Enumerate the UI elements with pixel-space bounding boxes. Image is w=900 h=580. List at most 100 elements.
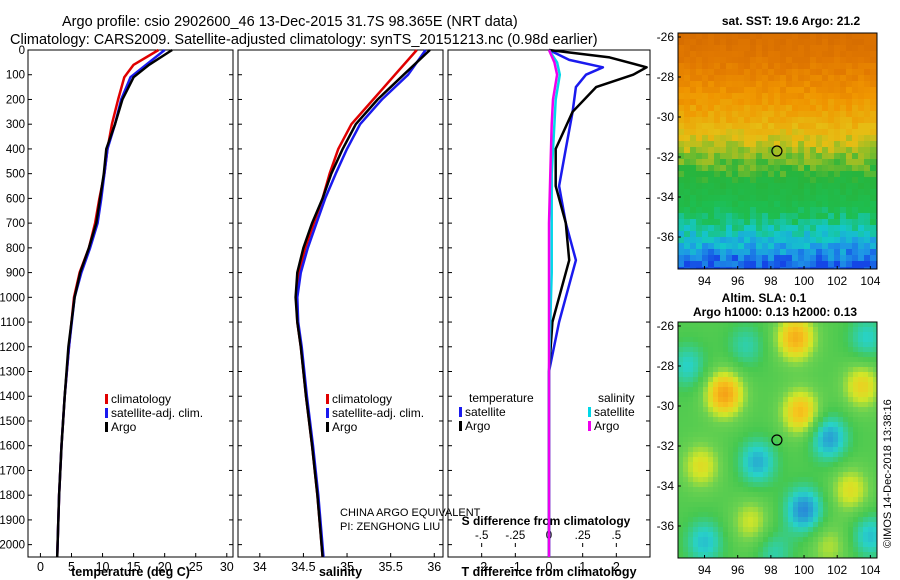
map-cell [788,542,794,548]
map-cell [873,332,878,338]
map-cell [684,93,691,100]
map-cell [683,417,689,423]
map-cell [793,327,799,333]
map-cell [744,87,751,94]
map-cell [858,45,865,52]
map-cell [698,477,704,483]
map-cell [773,492,779,498]
map-cell [798,327,804,333]
map-cell [678,547,684,553]
map-cell [738,63,745,70]
map-cell [798,201,805,208]
map-cell [723,417,729,423]
map-cell [774,243,781,250]
map-cell [763,412,769,418]
map-cell [840,219,847,226]
map-cell [678,527,684,533]
map-cell [828,267,835,270]
map-cell [756,225,763,232]
map-cell [678,377,684,383]
map-cell [723,542,729,548]
map-cell [723,447,729,453]
map-cell [804,141,811,148]
map-cell [822,267,829,270]
map-cell [768,372,774,378]
map-cell [750,75,757,82]
map-cell [728,512,734,518]
map-cell [853,437,859,443]
map-cell [702,195,709,202]
sla-map-title: Altim. SLA: 0.1 [722,291,807,305]
map-cell [788,477,794,483]
map-cell [690,135,697,142]
map-cell [723,507,729,513]
map-cell [778,412,784,418]
map-cell [698,377,704,383]
map-cell [728,527,734,533]
map-cell [838,427,844,433]
map-cell [698,502,704,508]
map-cell [702,129,709,136]
map-cell [793,502,799,508]
map-cell [750,105,757,112]
map-cell [698,507,704,513]
map-cell [852,243,859,250]
map-cell [810,81,817,88]
map-cell [688,492,694,498]
map-cell [728,517,734,523]
legend-swatch [326,408,329,418]
legend-swatch [105,408,108,418]
map-cell [688,322,694,328]
map-cell [853,367,859,373]
map-cell [763,477,769,483]
map-cell [778,357,784,363]
map-cell [788,552,794,558]
map-cell [688,432,694,438]
map-cell [683,527,689,533]
map-cell [828,207,835,214]
map-cell [733,467,739,473]
map-cell [723,377,729,383]
map-cell [788,512,794,518]
map-cell [778,382,784,388]
map-cell [786,45,793,52]
map-cell [768,93,775,100]
map-cell [838,542,844,548]
map-cell [732,207,739,214]
map-cell [762,81,769,88]
y-tick-label: 900 [6,268,25,280]
map-cell [870,81,877,88]
map-cell [768,99,775,106]
map-cell [726,225,733,232]
map-cell [828,201,835,208]
map-cell [684,129,691,136]
map-cell [804,237,811,244]
map-cell [804,201,811,208]
map-cell [863,507,869,513]
map-cell [723,452,729,458]
map-cell [718,482,724,488]
map-cell [808,447,814,453]
map-cell [758,422,764,428]
map-cell [713,352,719,358]
map-cell [846,123,853,130]
map-cell [858,123,865,130]
map-cell [858,527,864,533]
map-cell [848,417,854,423]
map-cell [738,422,744,428]
map-cell [783,437,789,443]
map-cell [838,512,844,518]
series-line-argo [294,49,431,558]
map-cell [773,532,779,538]
map-cell [750,117,757,124]
map-cell [780,249,787,256]
map-cell [858,105,865,112]
map-cell [718,402,724,408]
map-cell [813,322,819,328]
map-cell [750,177,757,184]
map-cell [678,255,685,262]
map-cell [864,195,871,202]
map-cell [690,69,697,76]
map-cell [693,377,699,383]
map-cell [773,362,779,368]
